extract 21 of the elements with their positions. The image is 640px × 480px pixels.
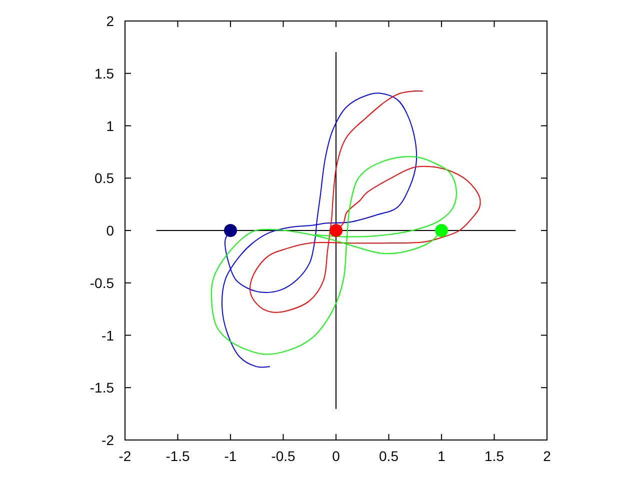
y-tick-label: -2 xyxy=(102,432,114,448)
line-series xyxy=(221,92,418,368)
x-tick-label: -1 xyxy=(224,448,237,464)
x-tick-label: 2 xyxy=(543,448,552,464)
line-series xyxy=(250,90,481,313)
y-tick-label: -1.5 xyxy=(90,380,114,396)
y-tick-label: 0 xyxy=(106,222,114,238)
y-tick-label: -1 xyxy=(102,327,114,344)
x-tick-label: 1 xyxy=(438,448,446,464)
line-series xyxy=(210,156,457,355)
x-tick-label: 1.5 xyxy=(484,448,504,464)
y-tick-label: 2 xyxy=(106,13,114,29)
y-tick-label: -0.5 xyxy=(90,274,114,291)
x-tick-label: -0.5 xyxy=(271,448,296,464)
y-tick-label: 1 xyxy=(106,118,114,134)
x-tick-label: -2 xyxy=(118,448,132,464)
x-tick-label: 0.5 xyxy=(379,448,399,464)
x-tick-label: 0 xyxy=(332,448,340,464)
y-tick-label: 0.5 xyxy=(94,170,114,186)
x-tick-label: -1.5 xyxy=(166,448,190,464)
y-tick-label: 1.5 xyxy=(94,65,114,82)
